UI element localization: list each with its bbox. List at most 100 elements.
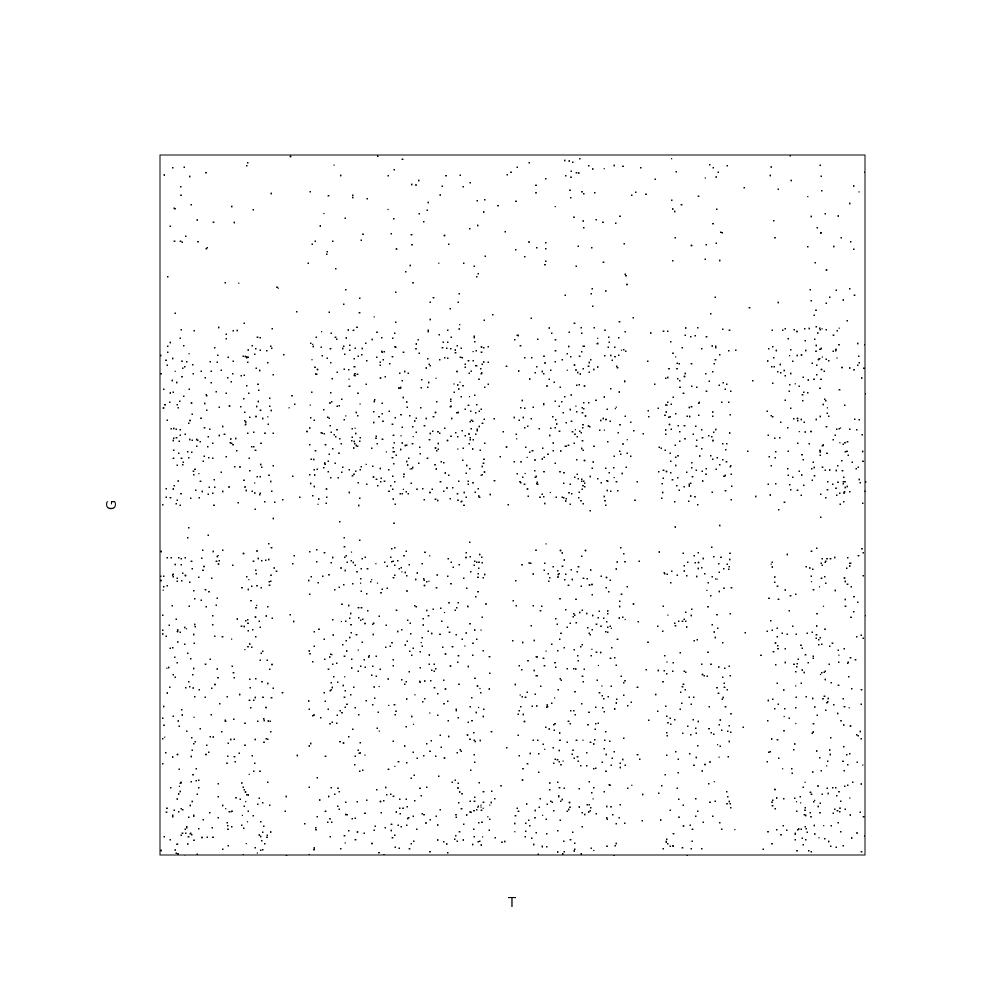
- matrix-dot: [524, 472, 526, 475]
- matrix-dot: [400, 435, 402, 437]
- matrix-dot: [457, 448, 459, 450]
- matrix-dot: [575, 405, 577, 407]
- matrix-dot: [666, 661, 668, 663]
- matrix-dot: [480, 806, 482, 808]
- matrix-dot: [603, 168, 605, 170]
- matrix-dot: [344, 676, 346, 678]
- matrix-dot: [256, 604, 258, 606]
- matrix-dot: [412, 723, 415, 725]
- matrix-dot: [675, 356, 677, 358]
- matrix-dot: [706, 589, 708, 591]
- matrix-dot: [601, 685, 603, 687]
- matrix-dot: [821, 328, 823, 330]
- matrix-dot: [554, 697, 556, 699]
- matrix-dot: [713, 781, 715, 783]
- matrix-dot: [542, 814, 544, 816]
- matrix-dot: [734, 829, 736, 831]
- matrix-dot: [839, 442, 841, 444]
- matrix-dot: [429, 555, 431, 557]
- matrix-dot: [340, 620, 342, 623]
- matrix-dot: [248, 579, 250, 581]
- matrix-dot: [480, 474, 482, 476]
- matrix-dot: [438, 262, 440, 264]
- matrix-dot: [795, 801, 798, 803]
- matrix-dot: [613, 477, 615, 479]
- matrix-dot: [412, 436, 414, 438]
- matrix-dot: [267, 416, 269, 418]
- matrix-dots: [160, 155, 867, 856]
- matrix-dot: [309, 404, 311, 406]
- matrix-dot: [480, 629, 482, 631]
- matrix-dot: [443, 611, 446, 614]
- matrix-dot: [321, 331, 323, 333]
- matrix-dot: [715, 578, 717, 580]
- matrix-dot: [277, 287, 279, 289]
- matrix-dot: [554, 206, 556, 208]
- matrix-dot: [826, 407, 828, 409]
- matrix-dot: [217, 555, 219, 557]
- matrix-dot: [288, 407, 290, 409]
- matrix-dot: [516, 438, 518, 440]
- matrix-dot: [364, 754, 366, 756]
- matrix-dot: [666, 404, 668, 406]
- matrix-dot: [348, 378, 350, 380]
- matrix-dot: [248, 773, 250, 775]
- matrix-dot: [545, 650, 547, 652]
- matrix-dot: [188, 353, 190, 355]
- matrix-dot: [814, 799, 816, 801]
- matrix-dot: [592, 798, 594, 800]
- matrix-dot: [162, 589, 164, 591]
- matrix-dot: [311, 359, 313, 361]
- matrix-dot: [614, 708, 616, 710]
- matrix-dot: [712, 439, 714, 441]
- matrix-dot: [718, 756, 720, 758]
- matrix-dot: [519, 694, 521, 696]
- matrix-dot: [478, 706, 480, 709]
- matrix-dot: [626, 439, 628, 441]
- matrix-dot: [783, 715, 785, 718]
- matrix-dot: [378, 730, 380, 732]
- matrix-dot: [350, 551, 353, 553]
- matrix-dot: [819, 673, 822, 676]
- matrix-dot: [770, 563, 772, 565]
- matrix-dot: [459, 381, 461, 383]
- matrix-dot: [312, 343, 314, 345]
- matrix-dot: [822, 605, 825, 607]
- matrix-dot: [459, 324, 461, 326]
- matrix-dot: [838, 654, 840, 656]
- matrix-dot: [467, 606, 469, 608]
- matrix-dot: [620, 349, 623, 351]
- matrix-dot: [482, 807, 484, 809]
- matrix-dot: [597, 337, 599, 339]
- matrix-dot: [794, 383, 796, 385]
- matrix-dot: [317, 503, 319, 505]
- matrix-dot: [178, 785, 180, 787]
- matrix-dot: [526, 456, 528, 458]
- matrix-dot: [798, 431, 800, 433]
- matrix-dot: [823, 825, 825, 827]
- matrix-dot: [387, 208, 389, 211]
- matrix-dot: [862, 764, 864, 766]
- matrix-dot: [241, 814, 243, 816]
- matrix-dot: [667, 614, 669, 616]
- matrix-dot: [821, 356, 823, 358]
- matrix-dot: [480, 804, 482, 806]
- matrix-dot: [704, 177, 706, 179]
- matrix-dot: [344, 842, 346, 844]
- matrix-dot: [839, 427, 842, 429]
- matrix-dot: [254, 482, 256, 484]
- matrix-dot: [848, 707, 850, 709]
- matrix-dot: [164, 736, 166, 738]
- matrix-dot: [394, 765, 396, 767]
- matrix-dot: [671, 158, 673, 160]
- matrix-dot: [566, 369, 568, 371]
- matrix-dot: [487, 816, 489, 818]
- matrix-dot: [804, 781, 806, 783]
- matrix-dot: [716, 578, 718, 580]
- matrix-dot: [849, 797, 851, 799]
- matrix-dot: [614, 408, 616, 410]
- matrix-dot: [591, 648, 593, 650]
- matrix-dot: [357, 649, 359, 651]
- matrix-dot: [789, 355, 791, 357]
